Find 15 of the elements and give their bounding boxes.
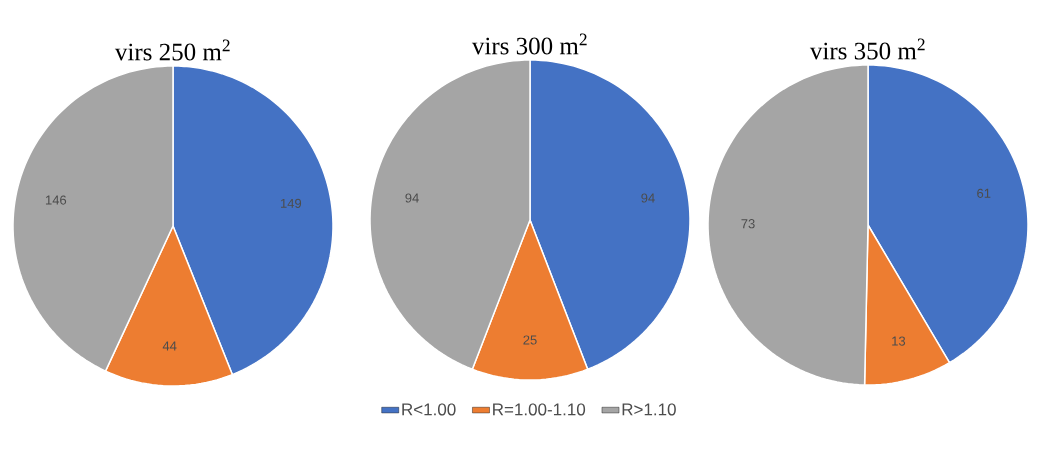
data-label: 149: [280, 198, 302, 208]
data-label: 61: [977, 188, 991, 198]
data-label: 73: [741, 219, 755, 229]
data-label: 146: [45, 195, 67, 205]
legend-label: R=1.00-1.10: [493, 403, 586, 416]
chart-title: virs 300 m$^{2}$: [471, 33, 587, 55]
legend-label: R>1.10: [622, 403, 676, 416]
data-label: 94: [641, 193, 655, 203]
legend-label: R<1.00: [402, 403, 456, 416]
data-label: 25: [523, 335, 537, 345]
chart-title: virs 350 m$^{2}$: [809, 38, 925, 60]
data-label: 94: [405, 193, 419, 203]
chart-title: virs 250 m$^{2}$: [114, 39, 230, 61]
data-label: 44: [162, 341, 177, 351]
data-label: 13: [892, 336, 906, 346]
